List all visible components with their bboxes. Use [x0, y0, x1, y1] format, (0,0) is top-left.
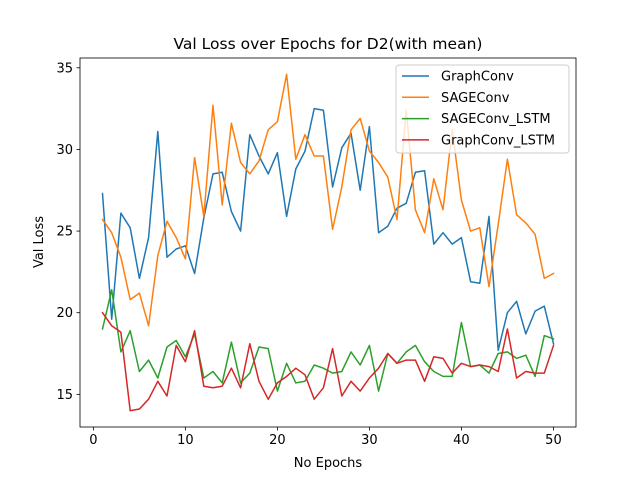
y-tick-label: 20	[56, 306, 73, 321]
y-tick-label: 15	[56, 388, 73, 403]
series-line-graphconv	[101, 107, 555, 352]
legend-label-sageconv: SAGEConv	[441, 91, 510, 106]
series-layer	[101, 73, 555, 412]
x-tick-label: 30	[361, 433, 378, 448]
legend-box	[395, 64, 570, 154]
legend: GraphConv SAGEConv SAGEConv_LSTM GraphConv_…	[395, 64, 570, 154]
y-axis-label: Val Loss	[32, 216, 47, 268]
y-tick-label: 25	[56, 225, 73, 240]
plot-frame	[79, 57, 577, 428]
x-tick-label: 20	[269, 433, 286, 448]
chart-title: Val Loss over Epochs for D2(with mean)	[174, 35, 483, 53]
x-tick-label: 50	[545, 433, 562, 448]
x-tick-label: 40	[453, 433, 470, 448]
legend-label-sageconv-lstm: SAGEConv_LSTM	[441, 112, 551, 127]
legend-label-graphconv-lstm: GraphConv_LSTM	[441, 133, 555, 148]
series-line-sageconv	[101, 73, 555, 327]
series-line-graphconv-lstm	[101, 311, 555, 412]
x-tick-label: 10	[177, 433, 194, 448]
axes-layer: 0 10 20 30 40 50 15 20 25 30 35	[56, 57, 577, 448]
y-tick-label: 30	[56, 143, 73, 158]
x-tick-label: 0	[89, 433, 97, 448]
legend-label-graphconv: GraphConv	[441, 70, 514, 85]
x-axis-label: No Epochs	[294, 456, 363, 471]
y-tick-label: 35	[56, 61, 73, 76]
